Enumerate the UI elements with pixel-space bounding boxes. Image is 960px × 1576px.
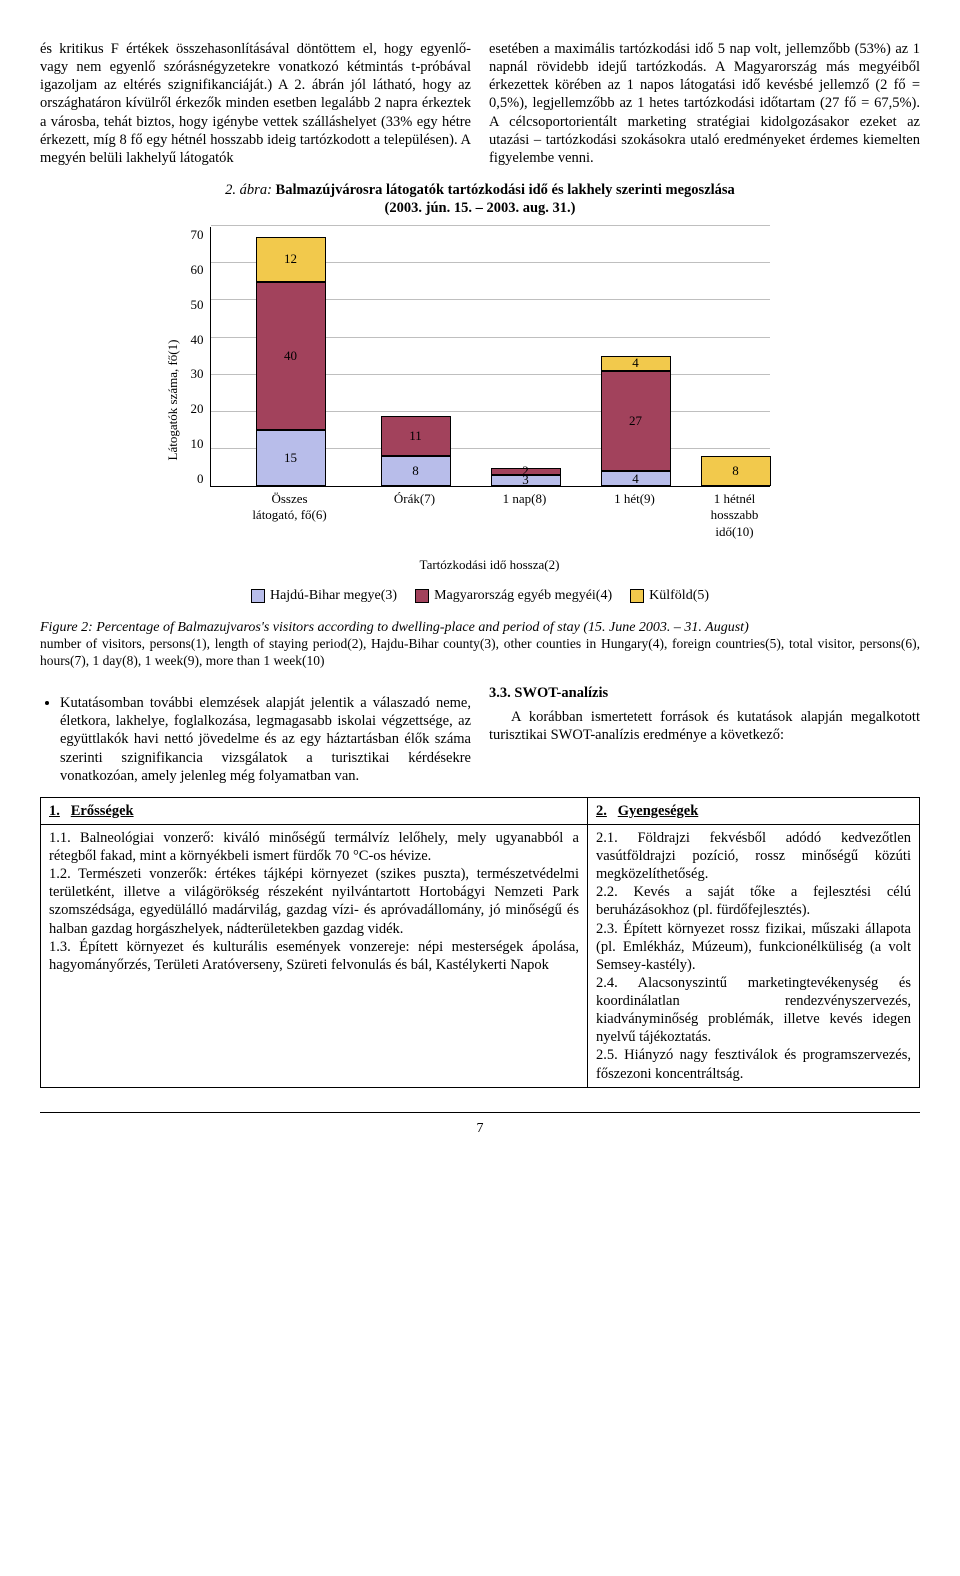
swot-body-row: 1.1. Balneológiai vonzerő: kiváló minősé… — [41, 824, 920, 1087]
x-tick-label: 1 nap(8) — [470, 491, 580, 507]
bar-segment: 4 — [601, 471, 671, 486]
swot-item: 2.1. Földrajzi fekvésből adódó kedvezőtl… — [596, 829, 911, 883]
mid-columns: Kutatásomban további elemzések alapját j… — [40, 684, 920, 785]
y-tick-label: 0 — [197, 471, 204, 487]
top-columns: és kritikus F értékek összehasonlításáva… — [40, 40, 920, 167]
y-tick-label: 40 — [191, 332, 204, 348]
figure-title-bold: Balmazújvárosra látogatók tartózkodási i… — [276, 182, 735, 198]
swot-table: 1. Erősségek 2. Gyengeségek 1.1. Balneol… — [40, 797, 920, 1088]
legend-item: Magyarország egyéb megyéi(4) — [415, 587, 612, 605]
swot-item: 2.2. Kevés a saját tőke a fejlesztési cé… — [596, 883, 911, 919]
legend-item: Hajdú-Bihar megye(3) — [251, 587, 397, 605]
bar-segment: 12 — [256, 237, 326, 282]
x-tick-label: 1 hétnél hosszabb idő(10) — [680, 491, 790, 540]
bar-group: 4274 — [601, 356, 671, 486]
bar-segment: 8 — [701, 456, 771, 486]
swot-item: 1.1. Balneológiai vonzerő: kiváló minősé… — [49, 829, 579, 865]
bar-segment: 11 — [381, 416, 451, 457]
chart-legend: Hajdú-Bihar megye(3) Magyarország egyéb m… — [40, 587, 920, 605]
bar-group: 811 — [381, 416, 451, 487]
x-tick-label: 1 hét(9) — [580, 491, 690, 507]
bar-segment: 15 — [256, 430, 326, 486]
y-tick-label: 50 — [191, 297, 204, 313]
swot-heading: 3.3. SWOT-analízis — [489, 684, 920, 702]
bar-segment: 40 — [256, 282, 326, 431]
y-tick-label: 20 — [191, 401, 204, 417]
y-tick-label: 10 — [191, 436, 204, 452]
swot-header-strengths: 1. Erősségek — [41, 797, 588, 824]
bullet-list: Kutatásomban további elemzések alapját j… — [40, 694, 471, 785]
swot-item: 2.5. Hiányzó nagy fesztiválok és program… — [596, 1046, 911, 1082]
x-tick-label: Órák(7) — [360, 491, 470, 507]
y-ticks: 70 60 50 40 30 20 10 0 — [191, 227, 210, 487]
y-axis-label: Látogatók száma, fő(1) — [164, 340, 180, 461]
bar-segment: 2 — [491, 468, 561, 475]
plot-area: 1540128113242748 — [210, 227, 770, 487]
x-axis-label: Tartózkodási idő hossza(2) — [210, 557, 770, 573]
mid-col-right: 3.3. SWOT-analízis A korábban ismertetet… — [489, 684, 920, 785]
bar-group: 154012 — [256, 237, 326, 486]
swot-header-row: 1. Erősségek 2. Gyengeségek — [41, 797, 920, 824]
figure-caption-en: Figure 2: Percentage of Balmazujvaros's … — [40, 619, 920, 637]
swot-weaknesses-cell: 2.1. Földrajzi fekvésből adódó kedvezőtl… — [587, 824, 919, 1087]
x-labels: Összes látogató, fő(6) Órák(7)1 nap(8)1 h… — [210, 491, 770, 545]
figure-title-prefix: 2. ábra: — [225, 182, 275, 198]
swot-strengths-cell: 1.1. Balneológiai vonzerő: kiváló minősé… — [41, 824, 588, 1087]
figure-caption-sub: number of visitors, persons(1), length o… — [40, 636, 920, 670]
figure-title-sub: (2003. jún. 15. – 2003. aug. 31.) — [385, 200, 576, 216]
legend-label: Hajdú-Bihar megye(3) — [270, 587, 397, 605]
footer-rule — [40, 1112, 920, 1113]
x-tick-label: Összes látogató, fő(6) — [235, 491, 345, 524]
legend-item: Külföld(5) — [630, 587, 709, 605]
figure-title: 2. ábra: Balmazújvárosra látogatók tartó… — [40, 181, 920, 217]
y-tick-label: 60 — [191, 262, 204, 278]
bar-segment: 4 — [601, 356, 671, 371]
stacked-bar-chart: Látogatók száma, fő(1) 706050403020100 1… — [191, 227, 770, 573]
swot-item: 1.2. Természeti vonzerők: értékes tájkép… — [49, 865, 579, 938]
legend-swatch — [630, 589, 644, 603]
swot-header-weaknesses: 2. Gyengeségek — [587, 797, 919, 824]
legend-label: Magyarország egyéb megyéi(4) — [434, 587, 612, 605]
bullet-item: Kutatásomban további elemzések alapját j… — [60, 694, 471, 785]
bar-segment: 8 — [381, 456, 451, 486]
swot-item: 1.3. Épített környezet és kulturális ese… — [49, 938, 579, 974]
y-tick-label: 70 — [191, 227, 204, 243]
top-col-right: esetében a maximális tartózkodási idő 5 … — [489, 40, 920, 167]
y-tick-label: 30 — [191, 366, 204, 382]
swot-item: 2.4. Alacsonyszintű marketingtevékenység… — [596, 974, 911, 1047]
bar-group: 8 — [701, 456, 771, 486]
mid-col-left: Kutatásomban további elemzések alapját j… — [40, 684, 471, 785]
swot-item: 2.3. Épített környezet rossz fizikai, mű… — [596, 920, 911, 974]
top-col-left: és kritikus F értékek összehasonlításáva… — [40, 40, 471, 167]
page-number: 7 — [40, 1120, 920, 1138]
legend-label: Külföld(5) — [649, 587, 709, 605]
chart-container: Látogatók száma, fő(1) 70 60 50 40 30 20 10 0 1… — [40, 227, 920, 573]
gridline — [211, 225, 770, 226]
legend-swatch — [415, 589, 429, 603]
bar-segment: 27 — [601, 371, 671, 471]
legend-swatch — [251, 589, 265, 603]
bar-group: 32 — [491, 468, 561, 487]
swot-intro: A korábban ismertetett források és kutat… — [489, 708, 920, 744]
